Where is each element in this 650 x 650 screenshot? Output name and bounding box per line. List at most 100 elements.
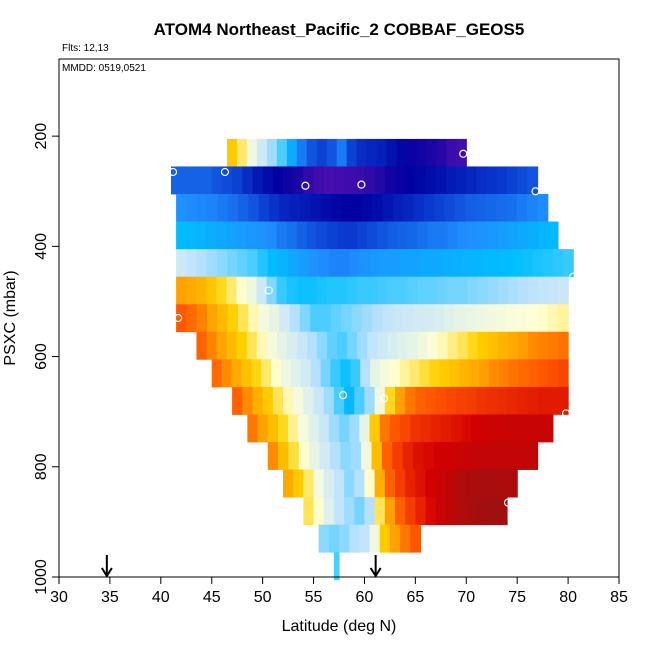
heatmap-cell bbox=[491, 249, 503, 278]
flight-arrows bbox=[101, 555, 382, 578]
heatmap-cell bbox=[439, 359, 450, 388]
heatmap-cell bbox=[354, 497, 366, 526]
heatmap-cell bbox=[496, 386, 508, 415]
heatmap-cell bbox=[558, 276, 569, 305]
heatmap-cell bbox=[176, 276, 187, 305]
heatmap-cell bbox=[416, 138, 427, 167]
heatmap-cell bbox=[407, 276, 418, 305]
sample-marker bbox=[174, 313, 183, 323]
heatmap-cell bbox=[367, 331, 378, 360]
heatmap-cell bbox=[557, 386, 569, 415]
heatmap-cell bbox=[457, 221, 469, 250]
heatmap-cell bbox=[313, 469, 325, 498]
heatmap-cell bbox=[361, 441, 373, 470]
heatmap-cell bbox=[226, 276, 237, 305]
heatmap-cell bbox=[501, 414, 513, 443]
heatmap-cell bbox=[286, 138, 298, 167]
heatmap-cell bbox=[512, 249, 523, 278]
heatmap-cell bbox=[288, 441, 300, 470]
heatmap-cell bbox=[447, 221, 459, 250]
heatmap-cell bbox=[449, 359, 460, 388]
heatmap-cell bbox=[256, 221, 268, 250]
heatmap-cell bbox=[227, 304, 239, 333]
heatmap-cell bbox=[527, 194, 538, 222]
heatmap-cell bbox=[384, 166, 396, 195]
heatmap-cell bbox=[201, 166, 213, 195]
heatmap-cell bbox=[386, 138, 398, 167]
heatmap-cell bbox=[387, 276, 398, 305]
heatmap-cell bbox=[392, 441, 404, 470]
heatmap-cell bbox=[528, 359, 539, 388]
heatmap-cell bbox=[517, 276, 529, 305]
heatmap-cell bbox=[252, 386, 264, 415]
heatmap-cell bbox=[298, 249, 310, 278]
heatmap-cell bbox=[437, 221, 448, 250]
heatmap-cell bbox=[433, 304, 445, 333]
heatmap-cell bbox=[415, 386, 427, 415]
heatmap-cell bbox=[316, 221, 328, 250]
heatmap-cell bbox=[258, 194, 270, 222]
heatmap-cell bbox=[293, 166, 304, 195]
heatmap-cell bbox=[206, 331, 218, 360]
heatmap-cell bbox=[370, 359, 381, 388]
heatmap-cell bbox=[216, 221, 227, 250]
sample-marker bbox=[561, 409, 571, 418]
heatmap-cell bbox=[496, 166, 508, 195]
heatmap-cell bbox=[405, 497, 416, 526]
heatmap-cell bbox=[313, 386, 325, 415]
heatmap-cell bbox=[196, 276, 207, 305]
heatmap-cell bbox=[344, 469, 355, 498]
heatmap-cell bbox=[501, 249, 513, 278]
heatmap-cell bbox=[196, 304, 208, 333]
heatmap-cell bbox=[456, 469, 467, 498]
heatmap-cell bbox=[409, 359, 421, 388]
heatmap-cell bbox=[427, 276, 439, 305]
heatmap-cell bbox=[413, 194, 425, 222]
heatmap-cell bbox=[440, 249, 452, 278]
heatmap-cell bbox=[395, 469, 406, 498]
heatmap-cell bbox=[283, 166, 294, 195]
heatmap-cell bbox=[537, 276, 549, 305]
heatmap-cell bbox=[507, 386, 518, 415]
heatmap-cell bbox=[281, 359, 292, 388]
heatmap-cell bbox=[340, 441, 352, 470]
heatmap-cell bbox=[477, 331, 489, 360]
sample-markers bbox=[168, 149, 578, 507]
heatmap-cell bbox=[336, 276, 348, 305]
x-axis-label: Latitude (deg N) bbox=[282, 618, 397, 635]
heatmap-cell bbox=[395, 386, 406, 415]
heatmap-cell bbox=[207, 304, 218, 333]
heatmap-cell bbox=[475, 304, 487, 333]
heatmap-cell bbox=[262, 166, 274, 195]
heatmap-cell bbox=[176, 194, 188, 222]
heatmap-cell bbox=[454, 194, 466, 222]
heatmap-cell bbox=[506, 441, 518, 470]
sample-marker bbox=[531, 187, 540, 196]
y-tick-label: 400 bbox=[33, 233, 50, 260]
heatmap-cell bbox=[374, 166, 386, 195]
dates-note: MMDD: 0519,0521 bbox=[62, 63, 146, 74]
heatmap-cell bbox=[279, 304, 291, 333]
heatmap-cell bbox=[364, 497, 376, 526]
heatmap-cell bbox=[516, 441, 528, 470]
heatmap-cell bbox=[508, 359, 520, 388]
heatmap-cell bbox=[372, 304, 384, 333]
heatmap-cell bbox=[344, 166, 355, 195]
heatmap-cell bbox=[419, 359, 431, 388]
heatmap-cell bbox=[252, 166, 264, 195]
heatmap-cell bbox=[349, 249, 360, 278]
heatmap-cell bbox=[464, 304, 476, 333]
heatmap-cell bbox=[425, 497, 437, 526]
heatmap-cell bbox=[196, 194, 208, 222]
heatmap-cell bbox=[364, 469, 376, 498]
heatmap-cell bbox=[402, 441, 414, 470]
heatmap-cell bbox=[196, 331, 208, 360]
x-tick-label: 85 bbox=[610, 589, 628, 606]
heatmap-cell bbox=[339, 249, 350, 278]
heatmap-cell bbox=[242, 386, 254, 415]
heatmap-cell bbox=[272, 166, 284, 195]
heatmap-cell bbox=[466, 386, 478, 415]
heatmap-cell bbox=[405, 386, 416, 415]
heatmap-cell bbox=[420, 414, 432, 443]
heatmap-cell bbox=[333, 386, 345, 415]
